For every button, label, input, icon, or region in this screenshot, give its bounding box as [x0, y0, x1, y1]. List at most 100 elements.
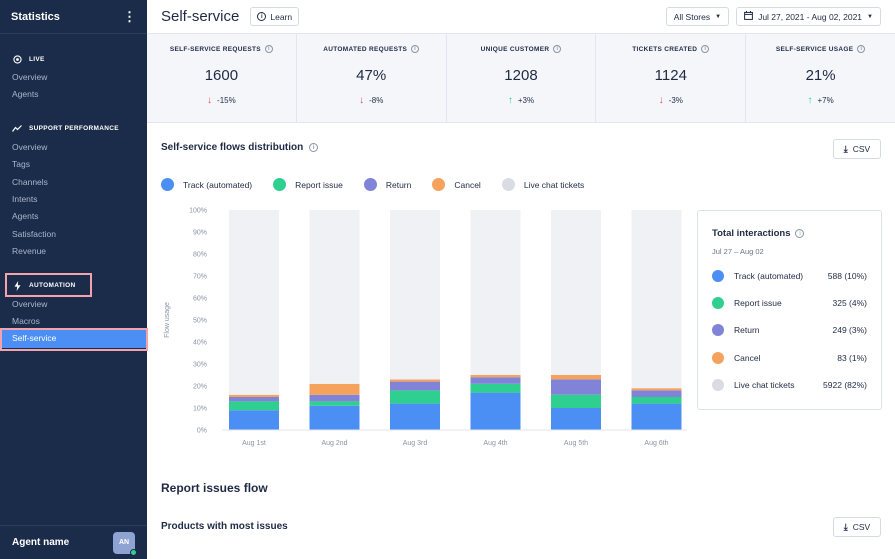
- flow-distribution-chart: 100% 90% 80% 70% 60% 50% 40% 30% 20% 10% 0% Flow us…: [164, 208, 687, 447]
- bar-segment: [470, 377, 521, 384]
- stat-delta: +7%: [817, 96, 834, 105]
- top-bar: Self-service i Learn All Stores ▼ Jul 27…: [147, 0, 895, 34]
- stat-label: TICKETS CREATED: [632, 45, 698, 53]
- totals-row: Return 249 (3%): [712, 317, 867, 344]
- stat-card-self-service-usage: SELF-SERVICE USAGE i 21% ↑ +7%: [746, 34, 895, 122]
- totals-row-value: 83 (1%): [837, 352, 867, 363]
- bar-segment: [309, 383, 360, 395]
- learn-button[interactable]: i Learn: [250, 7, 300, 26]
- section-heading-automation-label: AUTOMATION: [29, 282, 76, 290]
- sidebar-item-revenue[interactable]: Revenue: [12, 246, 47, 257]
- distribution-title-text: Self-service flows distribution: [161, 142, 304, 153]
- totals-row: Track (automated) 588 (10%): [712, 262, 867, 289]
- bar-segment: [551, 408, 601, 430]
- legend-dot: [712, 351, 724, 364]
- store-filter-dropdown[interactable]: All Stores ▼: [665, 7, 730, 26]
- info-icon[interactable]: i: [553, 45, 562, 53]
- date-range-picker[interactable]: Jul 27, 2021 - Aug 02, 2021 ▼: [736, 7, 881, 26]
- csv-download-button[interactable]: ⤓ CSV: [833, 139, 881, 159]
- section-heading-live: LIVE: [0, 52, 147, 66]
- online-status-dot: [130, 548, 137, 556]
- bar-segment: [631, 210, 682, 389]
- bar-segment: [470, 383, 521, 393]
- stat-label: SELF-SERVICE REQUESTS: [169, 45, 261, 53]
- sidebar-item-intents[interactable]: Intents: [12, 193, 38, 204]
- arrow-up-icon: ↑: [807, 95, 813, 106]
- legend-dot: [712, 379, 724, 392]
- legend-label: Report issue: [295, 179, 343, 190]
- distribution-title: Self-service flows distribution i: [161, 142, 319, 153]
- sidebar-footer: Agent name AN: [0, 525, 147, 559]
- legend-item[interactable]: Live chat tickets: [501, 178, 584, 191]
- info-icon[interactable]: i: [795, 229, 805, 238]
- info-icon[interactable]: i: [701, 45, 710, 53]
- sidebar-item-live-agents[interactable]: Agents: [12, 89, 39, 100]
- bar-segment: [229, 410, 279, 430]
- y-tick-label: 40%: [193, 340, 207, 347]
- bar-segment: [309, 401, 360, 406]
- bar-segment: [229, 401, 279, 411]
- bolt-icon: [12, 280, 22, 291]
- stat-delta: -15%: [217, 96, 236, 105]
- info-icon: i: [257, 12, 267, 21]
- download-icon: ⤓: [843, 521, 848, 532]
- sidebar-item-channels[interactable]: Channels: [12, 176, 48, 187]
- legend-dot: [712, 297, 724, 310]
- csv-download-button-products[interactable]: ⤓ CSV: [833, 517, 881, 537]
- legend-dot: [363, 178, 377, 191]
- section-heading-live-label: LIVE: [29, 55, 45, 63]
- bar-segment: [551, 210, 601, 375]
- sidebar-item-live-overview[interactable]: Overview: [12, 72, 48, 82]
- totals-row: Live chat tickets 5922 (82%): [712, 372, 867, 399]
- y-axis-label: Flow usage: [164, 302, 171, 338]
- x-tick-label: Aug 6th: [644, 440, 668, 447]
- page-title: Self-service: [161, 8, 240, 25]
- sidebar-item-automation-overview[interactable]: Overview: [12, 298, 48, 309]
- bar-segment: [470, 375, 521, 378]
- bar-segment: [309, 405, 360, 430]
- totals-row-value: 588 (10%): [827, 270, 867, 281]
- bar-segment: [631, 397, 682, 404]
- sidebar-item-support-agents[interactable]: Agents: [12, 211, 39, 222]
- avatar[interactable]: AN: [113, 531, 137, 556]
- more-options-icon[interactable]: ⋮: [123, 8, 136, 24]
- products-with-most-issues-title: Products with most issues: [161, 521, 288, 532]
- stat-card-unique-customer: UNIQUE CUSTOMER i 1208 ↑ +3%: [447, 34, 597, 122]
- total-interactions-card: Total interactions i Jul 27 – Aug 02 Tra…: [697, 210, 882, 410]
- store-filter-value: All Stores: [673, 11, 711, 22]
- trend-icon: [12, 124, 22, 134]
- sidebar-section-live: LIVE Overview Agents: [0, 52, 147, 104]
- sidebar-item-satisfaction[interactable]: Satisfaction: [12, 228, 56, 239]
- chart-legend: Track (automated) Report issue Return Ca…: [161, 178, 605, 191]
- sidebar-item-macros[interactable]: Macros: [12, 315, 40, 326]
- legend-item[interactable]: Return: [363, 178, 411, 191]
- bar-segment: [390, 403, 440, 430]
- bar-segment: [390, 390, 440, 404]
- y-tick-label: 100%: [189, 208, 207, 215]
- bar-segment: [470, 392, 521, 430]
- y-tick-label: 50%: [193, 318, 207, 325]
- csv-button-label: CSV: [852, 144, 871, 154]
- bar-segment: [631, 403, 682, 430]
- sidebar-item-support-overview[interactable]: Overview: [12, 141, 48, 152]
- sidebar-item-self-service[interactable]: Self-service: [0, 330, 147, 348]
- y-tick-label: 10%: [193, 406, 207, 413]
- stat-value: 1600: [204, 67, 239, 84]
- learn-button-label: Learn: [270, 11, 293, 22]
- legend-dot: [273, 178, 287, 191]
- legend-item[interactable]: Cancel: [432, 178, 481, 191]
- info-icon[interactable]: i: [411, 45, 420, 53]
- stat-value: 1124: [654, 67, 687, 84]
- totals-row-label: Cancel: [734, 352, 761, 363]
- sidebar-section-automation: AUTOMATION Overview Macros Self-service: [0, 279, 147, 348]
- legend-item[interactable]: Report issue: [273, 178, 343, 191]
- y-tick-label: 70%: [193, 274, 207, 281]
- info-icon[interactable]: i: [264, 45, 273, 53]
- info-icon[interactable]: i: [309, 143, 319, 152]
- info-icon[interactable]: i: [857, 45, 866, 53]
- stat-value: 21%: [805, 67, 836, 84]
- legend-item[interactable]: Track (automated): [161, 178, 252, 191]
- sidebar-item-tags[interactable]: Tags: [12, 159, 30, 170]
- legend-dot: [161, 178, 174, 191]
- legend-dot: [712, 324, 724, 337]
